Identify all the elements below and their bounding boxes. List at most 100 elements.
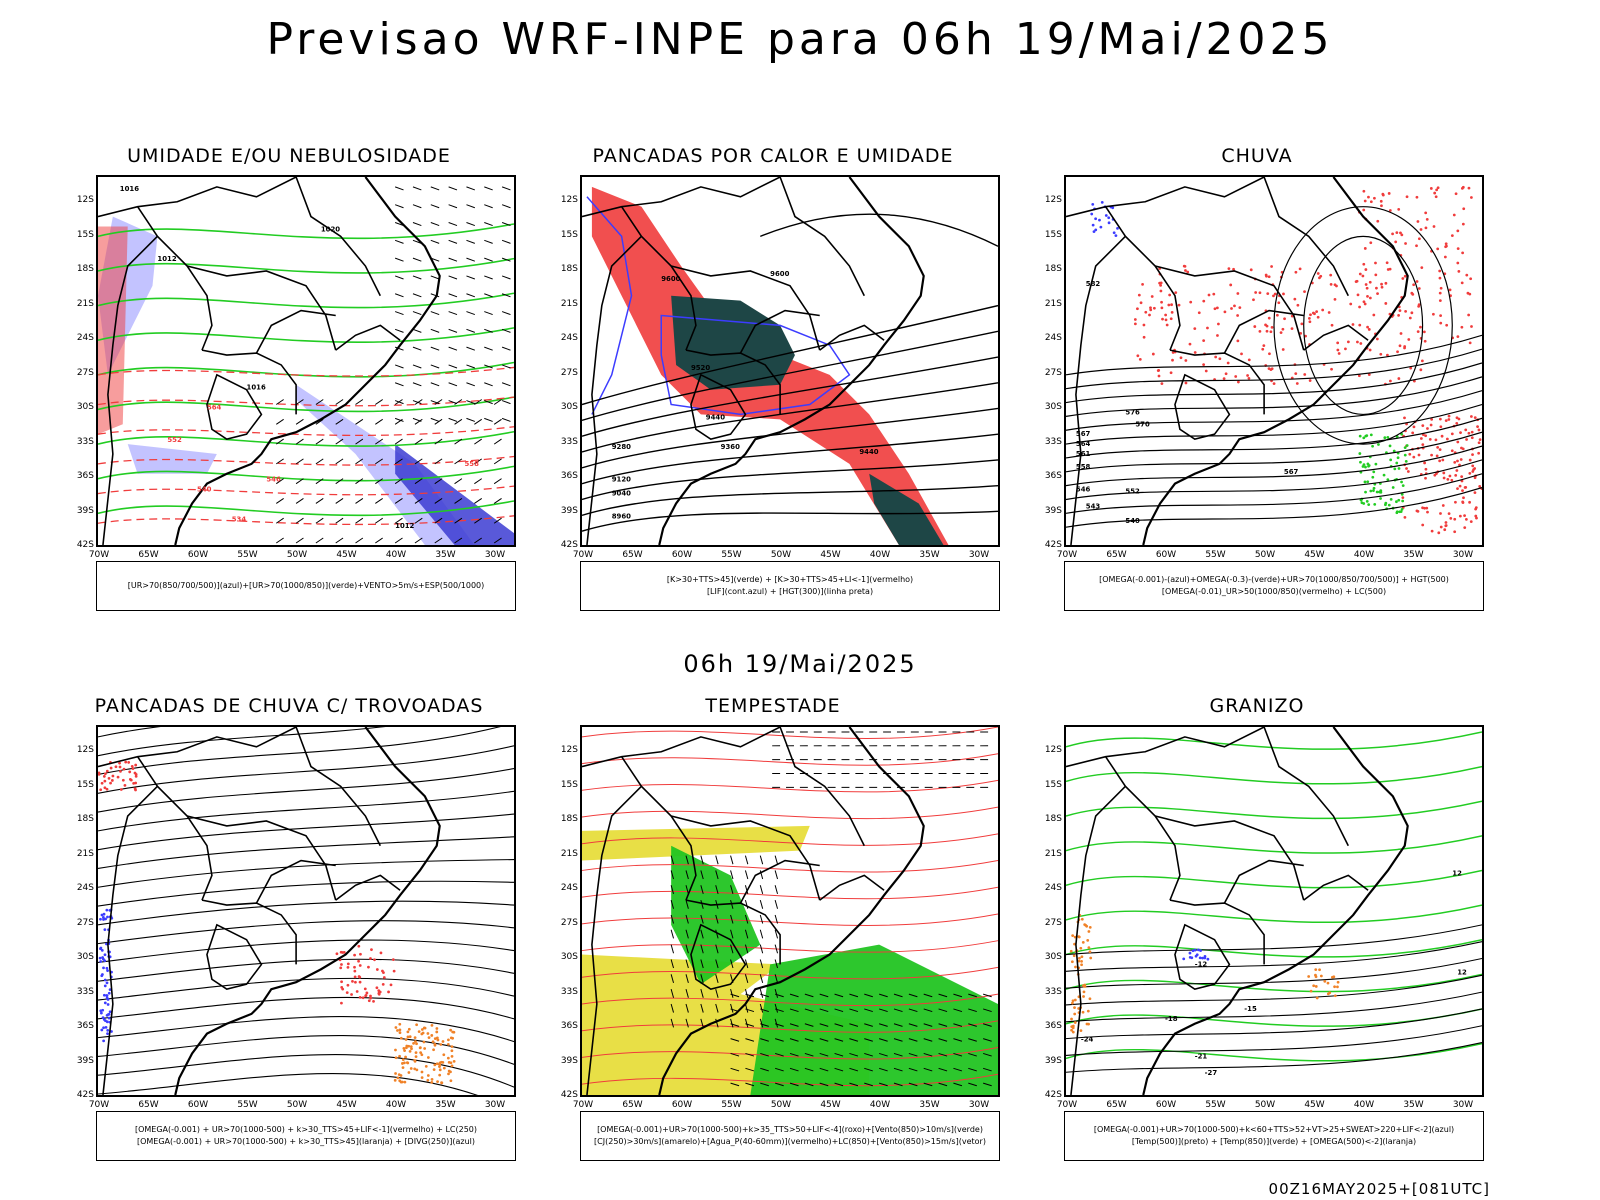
omega-green-dot (1401, 499, 1405, 503)
wind-arrow (448, 346, 458, 351)
rain-red-dot (1448, 288, 1452, 292)
rain-red-dot (1464, 486, 1468, 489)
omega-green-dot (1400, 508, 1404, 511)
rain-red-dot (1430, 453, 1433, 457)
temp850-green-contour (1066, 869, 1482, 889)
wind-arrow (448, 328, 458, 333)
border-line (1154, 815, 1305, 901)
rain-red-dot (1367, 328, 1371, 331)
wind-vector (864, 1023, 873, 1027)
rain-red-dot (1438, 291, 1442, 295)
thunder-red-dot (350, 993, 353, 996)
lc850-red-contour (582, 913, 998, 926)
hgt500-contour (1273, 206, 1453, 445)
rain-red-dot (1273, 292, 1277, 296)
red-area (98, 226, 128, 435)
thunder-red-dot (335, 952, 339, 956)
omega-orange-dot (1318, 968, 1321, 972)
wind-vector (968, 1038, 977, 1042)
wind-vector (685, 914, 689, 924)
rain-red-dot (1419, 325, 1422, 329)
border-line (779, 727, 865, 847)
omega-green-dot (1372, 489, 1375, 493)
wind-arrow (501, 346, 511, 351)
wind-arrow (412, 400, 422, 405)
thunder-red-dot (109, 766, 113, 770)
omega-orange-dot (1080, 917, 1084, 921)
temp500-contour (1066, 1042, 1482, 1073)
rain-red-dot (1374, 273, 1378, 277)
wind-arrow (434, 418, 443, 425)
rain-red-dot (1258, 291, 1262, 295)
omega-orange-dot (1086, 939, 1090, 942)
contour-label: 1012 (395, 522, 414, 530)
wind-vector (804, 1052, 814, 1057)
thunder-orange-dot (405, 1061, 409, 1065)
thunder-orange-dot (394, 1072, 397, 1075)
rain-red-dot (1368, 348, 1372, 352)
latitude-tick-label: 12S (76, 195, 94, 205)
wind-vector (774, 1082, 784, 1087)
contour-label: -27 (1205, 1069, 1218, 1077)
rain-red-dot (1395, 231, 1399, 235)
rain-red-dot (1419, 437, 1423, 440)
rain-red-dot (1237, 380, 1240, 384)
thunder-red-dot (361, 996, 365, 1000)
rain-red-dot (1236, 314, 1239, 317)
longitude-tick-label: 55W (1205, 550, 1226, 560)
wind-arrow (430, 311, 440, 316)
wind-arrow (466, 382, 476, 387)
wind-vector (908, 1038, 918, 1042)
rain-red-dot (1254, 291, 1258, 294)
latitude-tick-label: 39S (560, 1055, 578, 1066)
rain-red-dot (1158, 281, 1161, 285)
thunder-red-dot (119, 770, 122, 773)
thunder-red-dot (118, 761, 121, 765)
rain-red-dot (1212, 292, 1216, 296)
rain-red-dot (1456, 459, 1459, 463)
thunder-orange-dot (404, 1055, 407, 1059)
rain-red-dot (1367, 373, 1371, 377)
latitude-tick-label: 30S (560, 402, 578, 412)
thunder-red-dot (99, 788, 103, 792)
wind-arrow (394, 478, 403, 485)
rain-red-dot (1461, 501, 1465, 505)
wind-arrow (355, 399, 364, 405)
omega-green-dot (1386, 435, 1390, 439)
rain-red-dot (1403, 346, 1406, 350)
wind-arrow (295, 418, 304, 425)
wind-vector (923, 993, 933, 998)
border-line (1066, 177, 1265, 218)
omega-green-dot (1398, 510, 1402, 514)
wind-vector (760, 993, 769, 998)
omega-orange-dot (1314, 985, 1318, 988)
thunder-orange-dot (450, 1045, 454, 1049)
wind-vector (908, 993, 918, 998)
wind-vector (789, 1008, 799, 1013)
wind-vector (745, 1038, 755, 1042)
rain-red-dot (1417, 453, 1421, 457)
rain-red-dot (1421, 443, 1425, 446)
rain-red-dot (1303, 373, 1307, 376)
rain-red-dot (1236, 339, 1240, 343)
thunder-orange-dot (450, 1064, 454, 1068)
lc850-red-contour (582, 1020, 998, 1033)
rain-red-dot (1253, 325, 1257, 328)
wind-arrow (434, 458, 443, 465)
rain-red-dot (1150, 295, 1154, 298)
rain-red-dot (1401, 277, 1405, 280)
legend-line: [K>30+TTS>45](verde) + [K>30+TTS>45+LI<-… (666, 575, 914, 584)
rain-red-dot (1444, 242, 1448, 246)
divergence-blue-dot (103, 953, 107, 957)
wind-arrow (466, 275, 476, 280)
wind-vector (730, 1023, 740, 1027)
thunder-red-dot (379, 951, 383, 955)
wind-arrow (493, 399, 502, 405)
rain-red-dot (1424, 476, 1427, 480)
thunder-orange-dot (446, 1042, 450, 1046)
rain-red-dot (1471, 470, 1475, 473)
thunder-orange-dot (452, 1060, 456, 1063)
rain-red-dot (1380, 282, 1383, 286)
wind-arrow (335, 478, 344, 485)
